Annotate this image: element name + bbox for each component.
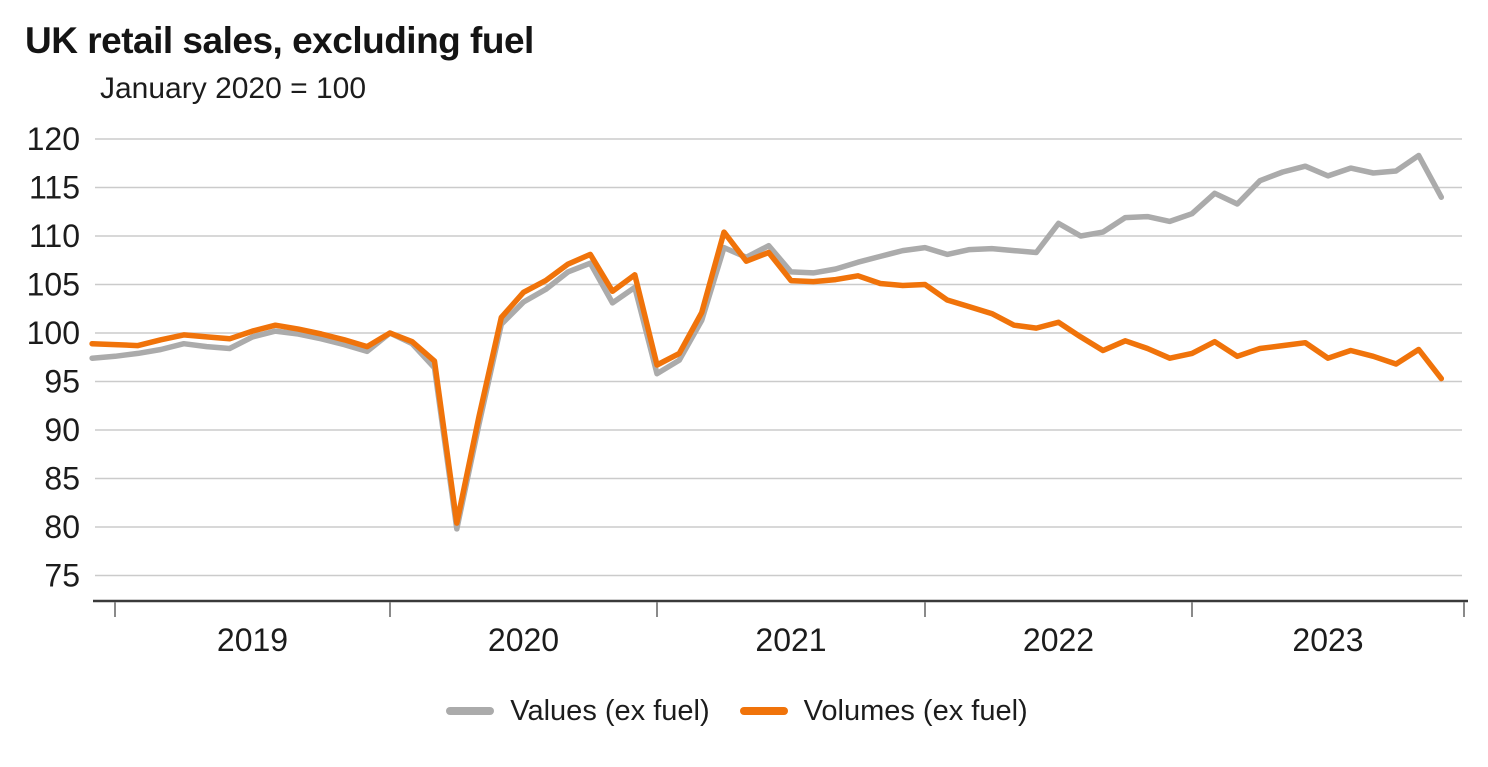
chart-title: UK retail sales, excluding fuel — [25, 20, 534, 61]
x-axis-tick-label: 2022 — [1023, 622, 1094, 658]
x-axis-tick-label: 2023 — [1292, 622, 1363, 658]
values-line — [89, 152, 1445, 532]
volumes-legend-label: Volumes (ex fuel) — [803, 694, 1028, 727]
y-axis-tick-label: 110 — [29, 218, 80, 254]
chart-legend: Values (ex fuel) Volumes (ex fuel) — [0, 686, 1488, 736]
chart-subtitle: January 2020 = 100 — [100, 72, 367, 105]
volumes-legend-swatch — [739, 707, 788, 715]
y-axis-tick-label: 95 — [44, 364, 80, 400]
x-axis-tick-label: 2020 — [488, 622, 559, 658]
y-axis-tick-label: 75 — [44, 558, 80, 594]
y-axis-tick-label: 115 — [29, 170, 80, 206]
values-legend-swatch — [446, 707, 495, 715]
x-axis-tick-label: 2019 — [217, 622, 288, 658]
volumes-line — [89, 229, 1445, 526]
y-axis-tick-label: 80 — [44, 509, 80, 545]
y-axis-tick-label: 120 — [27, 121, 80, 157]
y-axis-tick-label: 105 — [27, 267, 80, 303]
x-axis-tick-label: 2021 — [755, 622, 826, 658]
y-axis-tick-label: 90 — [44, 412, 80, 448]
y-axis-tick-label: 100 — [27, 315, 80, 351]
values-legend-label: Values (ex fuel) — [510, 694, 710, 727]
y-axis-tick-label: 85 — [44, 461, 80, 497]
